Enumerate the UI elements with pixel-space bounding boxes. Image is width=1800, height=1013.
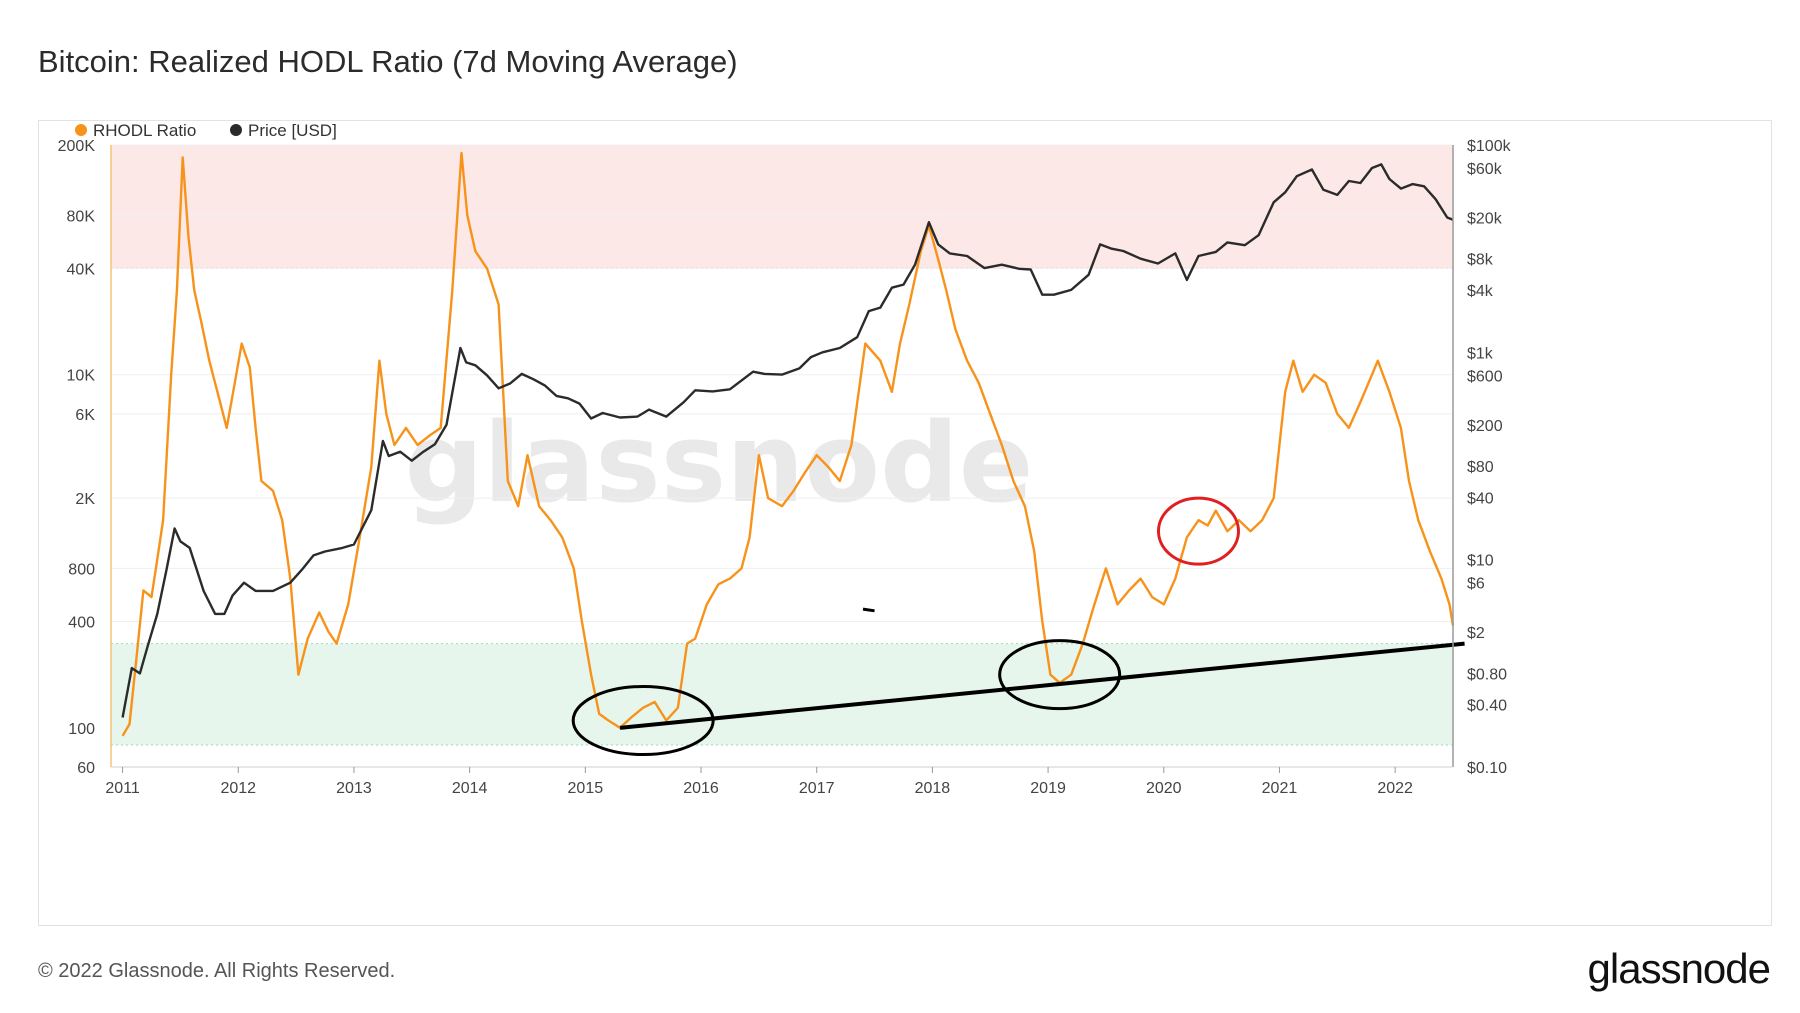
rhodl-ratio-line [121, 151, 1455, 737]
left-tick-label: 40K [67, 261, 96, 278]
legend: RHODL Ratio Price [USD] [75, 121, 337, 140]
right-tick-label: $20k [1467, 210, 1503, 227]
right-tick-label: $80 [1467, 459, 1494, 476]
x-tick-label: 2019 [1030, 780, 1066, 797]
trendline-annotation [619, 641, 1465, 730]
right-tick-label: $2 [1467, 625, 1485, 642]
circle-annotation-2020-red [1156, 496, 1240, 566]
x-tick-label: 2016 [683, 780, 719, 797]
x-tick-label: 2021 [1262, 780, 1298, 797]
copyright: © 2022 Glassnode. All Rights Reserved. [38, 960, 396, 982]
circle-annotation-2015 [571, 685, 715, 757]
x-tick-label: 2022 [1377, 780, 1413, 797]
band-undervalued [111, 643, 1453, 745]
legend-rhodl-swatch [75, 124, 87, 136]
chart-svg: glassnode 200K 80K 40K 10K 6K 2K 800 400 100 60 $1… [58, 121, 1512, 797]
annotation-layer [571, 496, 1465, 757]
right-tick-label: $600 [1467, 368, 1503, 385]
left-tick-label: 10K [67, 368, 96, 385]
left-tick-label: 100 [68, 721, 95, 738]
left-tick-label: 2K [75, 491, 95, 508]
right-tick-label: $8k [1467, 252, 1494, 269]
circle-annotation-2019 [998, 639, 1122, 711]
right-tick-label: $60k [1467, 161, 1503, 178]
watermark: glassnode [405, 399, 1034, 527]
price-line [121, 163, 1454, 718]
left-tick-label: 200K [58, 138, 96, 155]
x-tick-label: 2017 [799, 780, 835, 797]
legend-price-swatch [230, 124, 242, 136]
legend-rhodl-label: RHODL Ratio [93, 121, 196, 140]
left-tick-label: 80K [67, 208, 96, 225]
x-tick-label: 2015 [568, 780, 604, 797]
legend-price-label: Price [USD] [248, 121, 337, 140]
right-tick-label: $0.80 [1467, 666, 1507, 683]
x-tick-label: 2020 [1146, 780, 1182, 797]
right-tick-label: $40 [1467, 490, 1494, 507]
left-tick-label: 800 [68, 561, 95, 578]
right-tick-label: $1k [1467, 345, 1494, 362]
right-tick-label: $0.40 [1467, 698, 1507, 715]
right-tick-label: $4k [1467, 283, 1494, 300]
left-tick-label: 6K [75, 407, 95, 424]
glassnode-logo[interactable]: glassnode [1587, 945, 1771, 992]
axis-layer: 200K 80K 40K 10K 6K 2K 800 400 100 60 $100k $60k $20… [58, 138, 1512, 797]
right-tick-label: $200 [1467, 418, 1503, 435]
series-layer [121, 151, 1455, 737]
right-tick-label: $6 [1467, 576, 1485, 593]
x-tick-label: 2011 [105, 780, 140, 797]
left-tick-label: 400 [68, 615, 95, 632]
stray-mark-annotation [862, 607, 875, 613]
chart-frame: glassnode 200K 80K 40K 10K 6K 2K 800 400 100 60 $1… [38, 120, 1772, 926]
right-tick-label: $0.10 [1467, 760, 1507, 777]
band-overheated [111, 145, 1453, 269]
x-tick-label: 2014 [452, 780, 488, 797]
x-tick-label: 2013 [336, 780, 372, 797]
x-tick-label: 2012 [220, 780, 256, 797]
x-tick-label: 2018 [915, 780, 951, 797]
page-title: Bitcoin: Realized HODL Ratio (7d Moving … [38, 44, 738, 79]
right-tick-label: $100k [1467, 138, 1512, 155]
right-tick-label: $10 [1467, 553, 1494, 570]
left-tick-label: 60 [77, 760, 95, 777]
